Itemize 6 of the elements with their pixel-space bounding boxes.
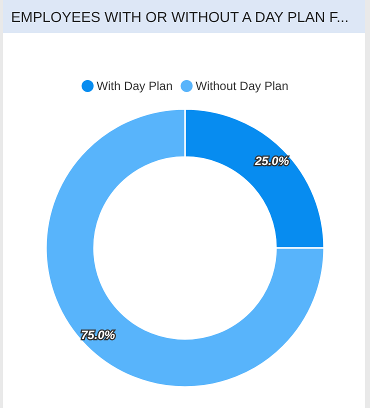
legend-label: Without Day Plan	[196, 79, 288, 94]
legend-label: With Day Plan	[96, 79, 173, 94]
data-label: 75.0%	[81, 328, 116, 342]
donut-slice	[45, 108, 325, 388]
data-label: 25.0%	[254, 154, 290, 168]
chart-title: EMPLOYEES WITH OR WITHOUT A DAY PLAN F...	[3, 0, 365, 33]
